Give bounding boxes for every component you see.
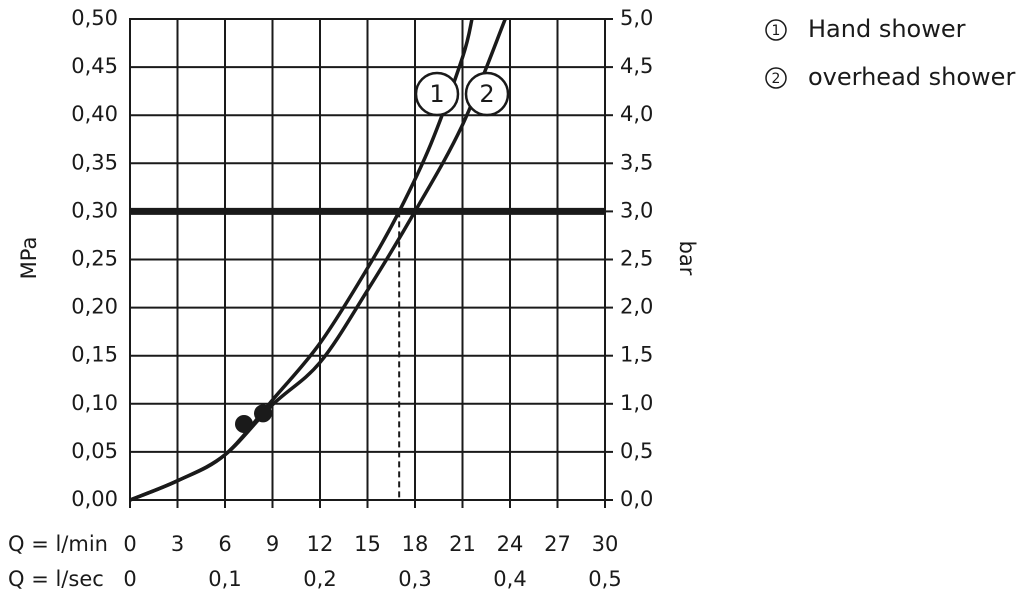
y-tick-label: 0,25 — [71, 247, 118, 271]
y2-axis-label: bar — [675, 241, 699, 276]
y2-tick-label: 2,5 — [620, 247, 653, 271]
x-row-label: Q = l/min — [8, 532, 108, 556]
y-tick-label: 0,35 — [71, 150, 118, 174]
y2-tick-label: 1,5 — [620, 343, 653, 367]
y-tick-label: 0,20 — [71, 295, 118, 319]
x2-tick-label: 0,4 — [493, 567, 526, 591]
y-tick-label: 0,45 — [71, 54, 118, 78]
y2-tick-label: 4,0 — [620, 102, 653, 126]
y-tick-label: 0,05 — [71, 439, 118, 463]
legend-number: 2 — [772, 71, 781, 87]
x-tick-label: 12 — [307, 532, 334, 556]
y2-tick-label: 3,0 — [620, 198, 653, 222]
x2-tick-label: 0,1 — [208, 567, 241, 591]
y-tick-label: 0,50 — [71, 6, 118, 30]
x-tick-label: 21 — [449, 532, 476, 556]
legend-circle — [765, 67, 787, 89]
point — [235, 415, 253, 434]
y2-tick-label: 0,5 — [620, 439, 653, 463]
y-tick-label: 0,40 — [71, 102, 118, 126]
y2-tick-label: 4,5 — [620, 54, 653, 78]
curve-label-circle — [414, 71, 460, 117]
y2-tick-label: 1,0 — [620, 391, 653, 415]
x2-tick-label: 0 — [123, 567, 136, 591]
y-axis-label: MPa — [17, 237, 41, 280]
curve-label-circle — [464, 71, 510, 117]
legend-circle — [765, 19, 787, 41]
x-tick-label: 24 — [497, 532, 524, 556]
y-tick-label: 0,30 — [71, 198, 118, 222]
x-tick-label: 0 — [123, 532, 136, 556]
x-tick-label: 15 — [354, 532, 381, 556]
x2-tick-label: 0,2 — [303, 567, 336, 591]
x-tick-label: 18 — [402, 532, 429, 556]
plot-border — [129, 18, 606, 501]
y2-tick-label: 3,5 — [620, 150, 653, 174]
x-tick-label: 9 — [266, 532, 279, 556]
curve-label: 1 — [429, 80, 444, 108]
x-tick-label: 6 — [218, 532, 231, 556]
curve — [129, 18, 507, 502]
y-tick-label: 0,15 — [71, 343, 118, 367]
x-tick-label: 27 — [544, 532, 571, 556]
legend-label: Hand shower — [808, 15, 966, 43]
y2-tick-label: 2,0 — [620, 295, 653, 319]
legend-number: 1 — [772, 23, 781, 39]
y2-tick-label: 0,0 — [620, 487, 653, 511]
x-tick-label: 30 — [592, 532, 619, 556]
point — [254, 404, 272, 423]
x2-tick-label: 0,5 — [588, 567, 621, 591]
y-tick-label: 0,10 — [71, 391, 118, 415]
x2-tick-label: 0,3 — [398, 567, 431, 591]
x2-row-label: Q = l/sec — [8, 567, 104, 591]
y-tick-label: 0,00 — [71, 487, 118, 511]
x-tick-label: 3 — [171, 532, 184, 556]
legend-label: overhead shower — [808, 63, 1015, 91]
y2-tick-label: 5,0 — [620, 6, 653, 30]
curve-label: 2 — [479, 80, 494, 108]
